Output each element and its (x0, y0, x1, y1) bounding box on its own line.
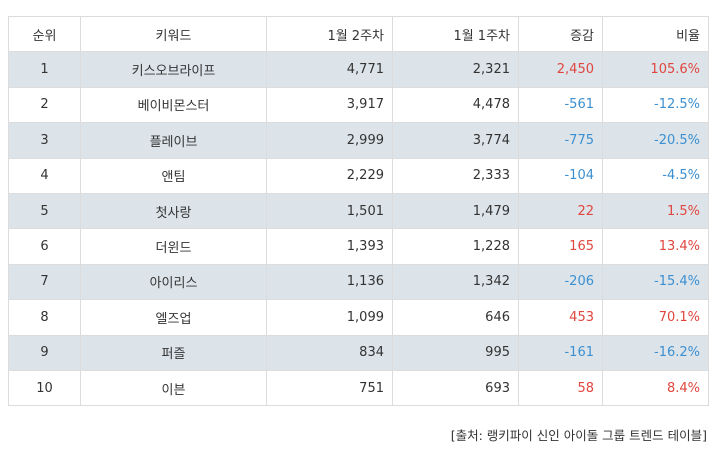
cell-week1: 2,333 (392, 157, 519, 194)
cell-week1: 693 (392, 369, 519, 407)
cell-week1: 995 (392, 334, 519, 371)
cell-rank: 9 (8, 334, 81, 371)
header-change: 증감 (518, 15, 603, 53)
cell-change: -775 (518, 122, 603, 159)
cell-rate: 70.1% (602, 299, 709, 336)
cell-week2: 834 (266, 334, 393, 371)
cell-rank: 10 (8, 369, 81, 407)
cell-rate: -15.4% (602, 263, 709, 301)
cell-week2: 751 (266, 369, 393, 407)
cell-keyword: 아이리스 (80, 263, 267, 301)
cell-rate: 1.5% (602, 192, 709, 230)
cell-change: 453 (518, 299, 603, 336)
table-header-row: 순위 키워드 1월 2주차 1월 1주차 증감 비율 (8, 15, 709, 53)
cell-keyword: 베이비몬스터 (80, 86, 267, 124)
cell-change: 2,450 (518, 51, 603, 88)
cell-week1: 1,228 (392, 228, 519, 265)
cell-rate: 8.4% (602, 369, 709, 407)
cell-keyword: 앤팀 (80, 157, 267, 194)
cell-rank: 4 (8, 157, 81, 194)
table-row: 8 엘즈업 1,099 646 453 70.1% (8, 299, 709, 336)
cell-rate: 13.4% (602, 228, 709, 265)
cell-rate: -20.5% (602, 122, 709, 159)
table-row: 5 첫사랑 1,501 1,479 22 1.5% (8, 192, 709, 230)
cell-change: 58 (518, 369, 603, 407)
table-row: 6 더윈드 1,393 1,228 165 13.4% (8, 228, 709, 265)
cell-rate: 105.6% (602, 51, 709, 88)
cell-keyword: 퍼즐 (80, 334, 267, 371)
cell-week2: 1,136 (266, 263, 393, 301)
cell-keyword: 더윈드 (80, 228, 267, 265)
header-week1: 1월 1주차 (392, 15, 519, 53)
cell-keyword: 이븐 (80, 369, 267, 407)
cell-change: 165 (518, 228, 603, 265)
header-rank: 순위 (8, 15, 81, 53)
header-rate: 비율 (602, 15, 709, 53)
cell-week1: 3,774 (392, 122, 519, 159)
cell-change: 22 (518, 192, 603, 230)
table-row: 4 앤팀 2,229 2,333 -104 -4.5% (8, 157, 709, 194)
cell-rank: 7 (8, 263, 81, 301)
cell-change: -561 (518, 86, 603, 124)
cell-week2: 4,771 (266, 51, 393, 88)
cell-keyword: 첫사랑 (80, 192, 267, 230)
cell-rank: 3 (8, 122, 81, 159)
cell-week1: 4,478 (392, 86, 519, 124)
table-row: 7 아이리스 1,136 1,342 -206 -15.4% (8, 263, 709, 301)
table-row: 9 퍼즐 834 995 -161 -16.2% (8, 334, 709, 371)
cell-keyword: 플레이브 (80, 122, 267, 159)
table-row: 10 이븐 751 693 58 8.4% (8, 369, 709, 407)
cell-rate: -12.5% (602, 86, 709, 124)
cell-rate: -4.5% (602, 157, 709, 194)
cell-week2: 2,229 (266, 157, 393, 194)
cell-change: -161 (518, 334, 603, 371)
cell-week1: 2,321 (392, 51, 519, 88)
cell-rank: 1 (8, 51, 81, 88)
header-week2: 1월 2주차 (266, 15, 393, 53)
cell-keyword: 키스오브라이프 (80, 51, 267, 88)
cell-rank: 8 (8, 299, 81, 336)
cell-rank: 6 (8, 228, 81, 265)
cell-rank: 5 (8, 192, 81, 230)
cell-week1: 646 (392, 299, 519, 336)
ranking-table: 순위 키워드 1월 2주차 1월 1주차 증감 비율 1 키스오브라이프 4,771… (8, 15, 709, 407)
table-row: 3 플레이브 2,999 3,774 -775 -20.5% (8, 122, 709, 159)
cell-change: -104 (518, 157, 603, 194)
cell-week2: 3,917 (266, 86, 393, 124)
table-row: 2 베이비몬스터 3,917 4,478 -561 -12.5% (8, 86, 709, 124)
cell-week1: 1,479 (392, 192, 519, 230)
header-keyword: 키워드 (80, 15, 267, 53)
cell-week1: 1,342 (392, 263, 519, 301)
cell-keyword: 엘즈업 (80, 299, 267, 336)
cell-week2: 1,393 (266, 228, 393, 265)
cell-week2: 1,501 (266, 192, 393, 230)
cell-week2: 1,099 (266, 299, 393, 336)
table-row: 1 키스오브라이프 4,771 2,321 2,450 105.6% (8, 51, 709, 88)
cell-week2: 2,999 (266, 122, 393, 159)
cell-rate: -16.2% (602, 334, 709, 371)
source-caption: [출처: 랭키파이 신인 아이돌 그룹 트렌드 테이블] (450, 428, 707, 443)
cell-rank: 2 (8, 86, 81, 124)
table-body: 1 키스오브라이프 4,771 2,321 2,450 105.6% 2 베이비몬스터 3,91… (8, 51, 709, 407)
cell-change: -206 (518, 263, 603, 301)
